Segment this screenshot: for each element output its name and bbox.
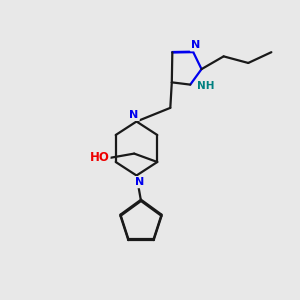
Text: NH: NH <box>197 81 214 91</box>
Text: N: N <box>191 40 200 50</box>
Text: N: N <box>136 177 145 187</box>
Text: N: N <box>130 110 139 120</box>
Text: HO: HO <box>89 152 110 164</box>
